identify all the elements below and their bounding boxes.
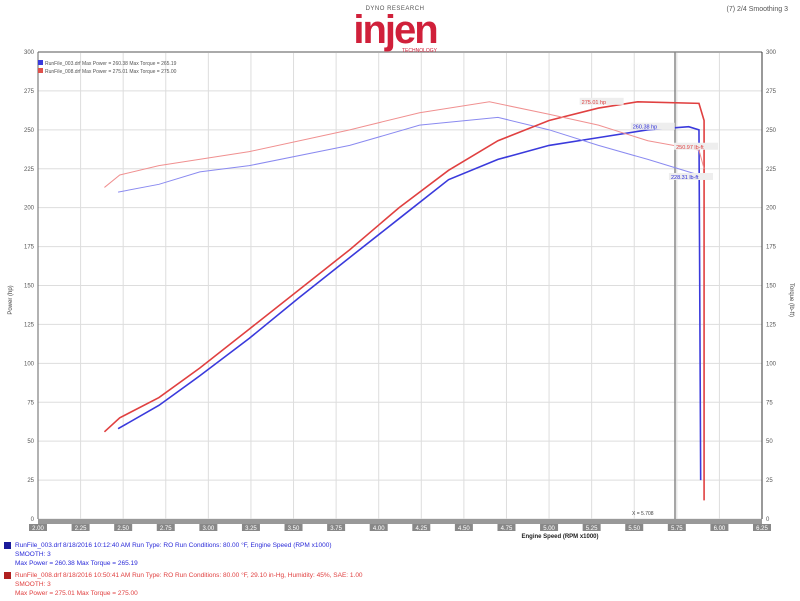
x-tick-label: 2.00 [32, 526, 44, 532]
y2-tick-label: 50 [766, 439, 773, 445]
annotation-bg [579, 97, 624, 105]
x-tick-label-bg [29, 524, 47, 531]
y-tick-label: 50 [27, 439, 34, 445]
x-tick-label-bg [625, 524, 644, 531]
y2-tick-label: 300 [766, 50, 777, 56]
x-tick-label: 3.25 [245, 526, 257, 532]
annotation-bg [630, 122, 675, 130]
y2-axis-label: Torque (lb-ft) [788, 283, 794, 317]
y2-tick-label: 0 [766, 517, 770, 523]
x-tick-label: 4.75 [501, 526, 513, 532]
x-tick-label: 3.75 [330, 526, 342, 532]
y-tick-label: 175 [24, 245, 35, 251]
legend: RunFile_003.drf Max Power = 260.38 Max T… [38, 60, 176, 76]
x-tick-label-bg [454, 524, 473, 531]
x-tick-label: 5.00 [543, 526, 555, 532]
series-power-0 [117, 125, 702, 481]
annotation-bg [668, 172, 713, 180]
annotation-label: 260.38 hp [633, 125, 657, 131]
y-tick-label: 125 [24, 322, 35, 328]
x-tick-label: 4.50 [458, 526, 470, 532]
y2-tick-label: 275 [766, 89, 777, 95]
x-tick-label-bg [369, 524, 388, 531]
y2-tick-label: 150 [766, 284, 777, 290]
y-tick-label: 250 [24, 128, 35, 134]
run-smoothing: SMOOTH: 3 [15, 581, 51, 588]
series-power-2 [103, 101, 705, 501]
x-tick-label: 4.25 [415, 526, 427, 532]
x-tick-label: 5.75 [671, 526, 683, 532]
run-info-red: RunFile_008.drf 8/18/2016 10:50:41 AM Ru… [4, 571, 363, 598]
run-max-values: Max Power = 260.38 Max Torque = 265.19 [15, 560, 138, 567]
y2-tick-label: 125 [766, 322, 777, 328]
series-torque-3 [104, 101, 705, 188]
x-tick-label-bg [156, 524, 175, 531]
y2-tick-label: 75 [766, 400, 773, 406]
x-tick-label: 5.50 [628, 526, 640, 532]
x-tick-label: 4.00 [373, 526, 385, 532]
x-tick-label-bg [284, 524, 303, 531]
x-tick-label-bg [241, 524, 260, 531]
x-tick-label-bg [114, 524, 133, 531]
x-tick-label-bg [540, 524, 559, 531]
logo-text: injen [353, 8, 438, 52]
x-tick-label-bg [71, 524, 90, 531]
y-tick-label: 225 [24, 167, 35, 173]
y2-tick-label: 250 [766, 128, 777, 134]
annotation-bg [674, 142, 719, 150]
y-tick-label: 0 [31, 517, 35, 523]
chart-info: (7) 2/4 Smoothing 3 [726, 6, 788, 13]
y-tick-label: 150 [24, 284, 35, 290]
series-torque-1 [117, 116, 700, 193]
y-tick-label: 200 [24, 206, 35, 212]
x-tick-label-bg [667, 524, 686, 531]
x-axis-label: Engine Speed (RPM x1000) [521, 534, 598, 540]
x-tick-label-bg [199, 524, 218, 531]
x-tick-label-bg [753, 524, 771, 531]
x-tick-label-bg [497, 524, 516, 531]
x-tick-label-bg [710, 524, 729, 531]
logo-tagline: DYNO RESEARCH [365, 6, 425, 12]
run-max-values: Max Power = 275.01 Max Torque = 275.00 [15, 590, 138, 597]
run-details: RunFile_003.drf 8/18/2016 10:12:40 AM Ru… [15, 542, 332, 549]
annotation-label: 228.31 lb-ft [671, 175, 699, 181]
annotation-label: 250.97 lb-ft [676, 145, 704, 151]
x-tick-label: 2.50 [117, 526, 129, 532]
run-smoothing: SMOOTH: 3 [15, 551, 51, 558]
x-tick-label-bg [582, 524, 601, 531]
y-tick-label: 25 [27, 478, 34, 484]
injen-logo: DYNO RESEARCH injen TECHNOLOGY [335, 6, 455, 54]
y-tick-label: 275 [24, 89, 35, 95]
y2-tick-label: 100 [766, 361, 777, 367]
y2-tick-label: 225 [766, 167, 777, 173]
x-tick-label-bg [412, 524, 431, 531]
y2-tick-label: 25 [766, 478, 773, 484]
x-tick-label: 3.50 [288, 526, 300, 532]
x-tick-label: 2.75 [160, 526, 172, 532]
x-tick-label: 5.25 [586, 526, 598, 532]
cursor-label: X = 5.708 [632, 511, 654, 517]
x-tick-label-bg [327, 524, 346, 531]
y-tick-label: 75 [27, 400, 34, 406]
run-info-blue: RunFile_003.drf 8/18/2016 10:12:40 AM Ru… [4, 541, 331, 568]
x-tick-label: 3.00 [203, 526, 215, 532]
y-axis-label: Power (hp) [8, 285, 14, 314]
x-axis-bar [38, 519, 762, 524]
x-tick-label: 6.00 [714, 526, 726, 532]
x-tick-label: 2.25 [75, 526, 87, 532]
legend-entry: RunFile_008.drf Max Power = 275.01 Max T… [38, 68, 176, 76]
logo-subtext: TECHNOLOGY [401, 48, 437, 54]
y2-tick-label: 175 [766, 245, 777, 251]
legend-entry: RunFile_003.drf Max Power = 260.38 Max T… [38, 60, 176, 68]
x-tick-label: 6.25 [756, 526, 768, 532]
y-tick-label: 100 [24, 361, 35, 367]
annotation-label: 275.01 hp [582, 100, 606, 106]
y2-tick-label: 200 [766, 206, 777, 212]
y-tick-label: 300 [24, 50, 35, 56]
run-details: RunFile_008.drf 8/18/2016 10:50:41 AM Ru… [15, 572, 363, 579]
